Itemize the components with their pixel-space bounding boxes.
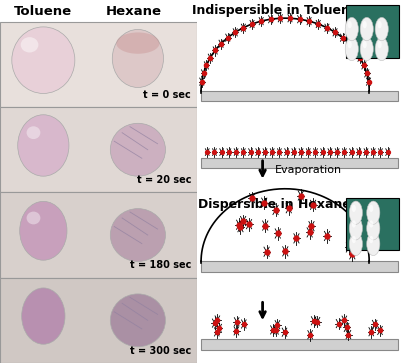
Circle shape	[351, 236, 355, 243]
Ellipse shape	[110, 123, 165, 176]
Ellipse shape	[22, 288, 65, 344]
Ellipse shape	[18, 115, 69, 176]
Circle shape	[348, 232, 362, 256]
Circle shape	[347, 21, 351, 28]
FancyBboxPatch shape	[345, 198, 398, 250]
Circle shape	[374, 17, 387, 41]
Ellipse shape	[112, 29, 163, 87]
Text: t = 20 sec: t = 20 sec	[136, 175, 190, 185]
FancyBboxPatch shape	[200, 261, 397, 272]
Circle shape	[366, 201, 379, 224]
Circle shape	[359, 37, 373, 61]
Text: t = 180 sec: t = 180 sec	[130, 260, 190, 270]
FancyBboxPatch shape	[0, 22, 196, 107]
Circle shape	[348, 201, 362, 224]
Ellipse shape	[12, 27, 75, 93]
Circle shape	[377, 41, 381, 48]
Circle shape	[348, 217, 362, 240]
Ellipse shape	[20, 37, 38, 53]
Circle shape	[351, 220, 355, 228]
Circle shape	[374, 37, 387, 61]
Text: Indispersible in Toluene: Indispersible in Toluene	[191, 4, 357, 17]
Text: Hexane: Hexane	[106, 5, 162, 19]
FancyBboxPatch shape	[200, 158, 397, 168]
Text: Dispersible in Hexane: Dispersible in Hexane	[198, 198, 350, 211]
FancyBboxPatch shape	[0, 107, 196, 192]
Circle shape	[344, 37, 357, 61]
Ellipse shape	[26, 126, 40, 139]
Ellipse shape	[20, 201, 67, 260]
Text: Toluene: Toluene	[14, 5, 72, 19]
Circle shape	[368, 236, 373, 243]
Ellipse shape	[110, 294, 165, 347]
FancyBboxPatch shape	[0, 192, 196, 278]
Ellipse shape	[26, 212, 40, 224]
Text: t = 0 sec: t = 0 sec	[143, 90, 190, 100]
Circle shape	[366, 232, 379, 256]
Circle shape	[366, 217, 379, 240]
Circle shape	[368, 205, 373, 212]
Circle shape	[351, 205, 355, 212]
Circle shape	[362, 21, 366, 28]
Circle shape	[377, 21, 381, 28]
Circle shape	[368, 220, 373, 228]
Circle shape	[347, 41, 351, 48]
Text: t = 300 sec: t = 300 sec	[130, 346, 190, 356]
Ellipse shape	[116, 32, 159, 54]
Circle shape	[362, 41, 366, 48]
Text: Evaporation: Evaporation	[274, 164, 341, 175]
Ellipse shape	[110, 209, 165, 261]
Circle shape	[359, 17, 373, 41]
Circle shape	[344, 17, 357, 41]
FancyBboxPatch shape	[200, 339, 397, 350]
FancyBboxPatch shape	[345, 5, 398, 58]
FancyBboxPatch shape	[0, 278, 196, 363]
FancyBboxPatch shape	[200, 91, 397, 101]
